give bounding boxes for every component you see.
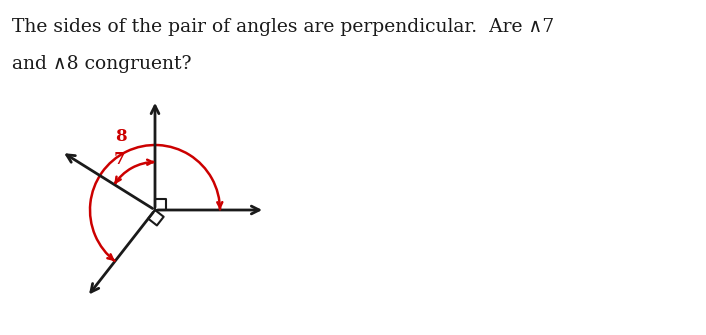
- Text: 8: 8: [115, 128, 126, 145]
- Text: The sides of the pair of angles are perpendicular.  Are ∧7: The sides of the pair of angles are perp…: [12, 18, 554, 36]
- Text: 7: 7: [114, 151, 125, 168]
- Text: and ∧8 congruent?: and ∧8 congruent?: [12, 55, 191, 73]
